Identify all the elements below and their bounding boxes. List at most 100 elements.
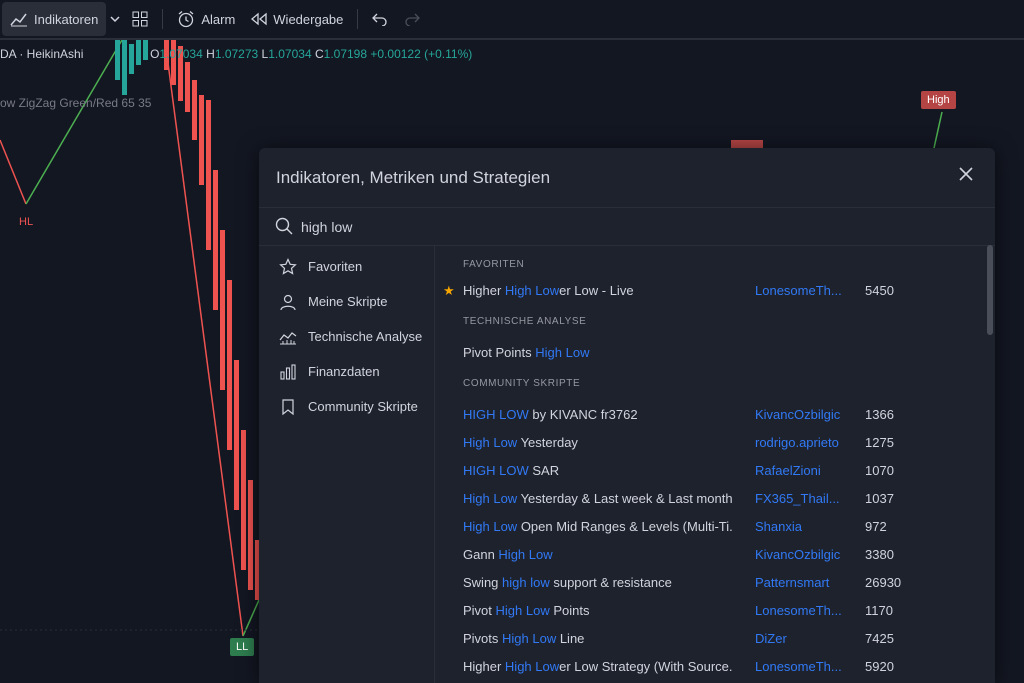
grid-icon (132, 11, 148, 27)
result-name-match: High Low (502, 631, 557, 646)
result-name-prefix: Swing (463, 575, 503, 590)
toolbar-divider (357, 9, 359, 29)
dialog-title: Indikatoren, Metriken und Strategien (276, 168, 551, 187)
result-row[interactable]: Pivot High Low Points LonesomeTh... 1170 (435, 597, 985, 625)
star-icon (279, 257, 297, 275)
result-row[interactable]: HIGH LOW SAR RafaelZioni 1070 (435, 457, 985, 485)
result-row[interactable]: High Low Yesterday & Last week & Last mo… (435, 485, 985, 513)
section-header: TECHNISCHE ANALYSE (463, 316, 587, 327)
alarm-label: Alarm (201, 11, 236, 27)
result-name-prefix: Higher (463, 283, 505, 298)
result-name-suffix: er Low - Live (559, 283, 634, 298)
price-chart[interactable] (0, 40, 1024, 683)
indicators-button[interactable]: Indikatoren (2, 2, 107, 36)
replay-button[interactable]: Wiedergabe (243, 2, 351, 36)
results-list: FAVORITEN ★ Higher High Lower Low - Live… (435, 245, 985, 683)
alarm-button[interactable]: Alarm (169, 2, 243, 36)
sidebar-item-favorites[interactable]: Favoriten (259, 249, 434, 284)
result-row[interactable]: HIGH LOW by KIVANC fr3762 KivancOzbilgic 1… (435, 401, 985, 429)
result-name-match: High Low (463, 491, 518, 506)
result-row[interactable]: Pivots High Low Line DiZer 7425 (435, 625, 985, 653)
favorite-star-icon[interactable]: ★ (443, 283, 455, 298)
result-name-match: HIGH LOW (463, 463, 529, 478)
redo-button[interactable] (396, 2, 428, 36)
result-author[interactable]: DiZer (755, 631, 787, 646)
result-row[interactable]: Gann High Low KivancOzbilgic 3380 (435, 541, 985, 569)
close-button[interactable] (957, 166, 975, 184)
indicator-legend[interactable]: ow ZigZag Green/Red 65 35 (0, 96, 152, 110)
result-count: 1170 (865, 603, 893, 618)
rewind-icon (251, 12, 267, 26)
alarm-clock-icon (178, 11, 194, 28)
sidebar-item-financials[interactable]: Finanzdaten (259, 354, 434, 389)
result-name-match: High Low (504, 283, 560, 298)
result-author[interactable]: LonesomeTh... (755, 283, 842, 298)
open-value: 1.07034 (159, 47, 203, 61)
chevron-down-icon (110, 16, 120, 23)
result-name-prefix: Gann (463, 547, 499, 562)
hl-marker: HL (19, 216, 34, 228)
result-row[interactable]: Swing high low support & resistance Patte… (435, 569, 985, 597)
result-name-match: High Low (535, 345, 590, 360)
result-name-prefix: Pivots (463, 631, 503, 646)
result-count: 26930 (865, 575, 902, 590)
result-name-match: HIGH LOW (463, 407, 529, 422)
result-name-suffix: Yesterday & Last week & Last month (517, 491, 733, 506)
bookmark-icon (282, 398, 294, 415)
result-author[interactable]: rodrigo.aprieto (755, 435, 839, 450)
result-name-prefix: Pivot Points (463, 345, 536, 360)
results-scrollbar[interactable] (985, 245, 995, 683)
result-name-suffix: Line (556, 631, 585, 646)
result-name-suffix: er Low Strategy (With Source... (559, 659, 733, 674)
result-author[interactable]: LonesomeTh... (755, 659, 842, 674)
layouts-button[interactable] (124, 2, 156, 36)
sidebar-item-label: Finanzdaten (308, 364, 380, 379)
result-name-suffix: Points (549, 603, 590, 618)
result-row[interactable]: Higher High Lower Low Strategy (With Sou… (435, 653, 985, 681)
result-name-match: High Low (463, 435, 518, 450)
result-row[interactable]: Pivot Points High Low (435, 339, 985, 367)
scrollbar-thumb[interactable] (987, 245, 993, 335)
indicators-icon (10, 13, 27, 27)
result-count: 1366 (865, 407, 894, 422)
chart-legend: DA · HeikinAshi O1.07034 H1.07273 L1.070… (0, 47, 472, 61)
redo-icon (405, 13, 421, 26)
result-name-suffix: Open Mid Ranges & Levels (Multi-Ti... (517, 519, 733, 534)
search-bar (259, 207, 995, 246)
result-count: 5450 (865, 283, 894, 298)
ll-marker: LL (230, 638, 255, 656)
search-input[interactable] (299, 214, 903, 240)
result-count: 1037 (865, 491, 894, 506)
sidebar-item-label: Meine Skripte (308, 294, 388, 309)
candles (0, 40, 763, 631)
sidebar-item-technical-analysis[interactable]: Technische Analyse (259, 319, 434, 354)
result-author[interactable]: FX365_Thail... (755, 491, 840, 506)
result-author[interactable]: KivancOzbilgic (755, 407, 841, 422)
result-row[interactable]: High Low Yesterday rodrigo.aprieto 1275 (435, 429, 985, 457)
indicators-dialog: Indikatoren, Metriken und Strategien Fav… (259, 148, 995, 683)
result-name-suffix: by KIVANC fr3762 (528, 407, 638, 422)
result-author[interactable]: RafaelZioni (755, 463, 821, 478)
sidebar-item-my-scripts[interactable]: Meine Skripte (259, 284, 434, 319)
result-row[interactable]: ★ Higher High Lower Low - Live LonesomeT… (435, 277, 985, 305)
high-marker: High (921, 91, 956, 109)
result-row[interactable]: High Low Open Mid Ranges & Levels (Multi… (435, 513, 985, 541)
result-author[interactable]: LonesomeTh... (755, 603, 842, 618)
replay-label: Wiedergabe (273, 11, 344, 27)
section-header: FAVORITEN (463, 259, 525, 270)
undo-button[interactable] (364, 2, 396, 36)
result-author[interactable]: Shanxia (755, 519, 802, 534)
result-name-match: High Low (463, 519, 518, 534)
result-author[interactable]: KivancOzbilgic (755, 547, 841, 562)
result-name-match: High Low (504, 659, 560, 674)
result-count: 3380 (865, 547, 894, 562)
result-author[interactable]: Patternsmart (755, 575, 830, 590)
result-count: 972 (865, 519, 887, 534)
high-label: H (206, 47, 215, 61)
open-label: O (150, 47, 160, 61)
category-sidebar: Favoriten Meine Skripte Technische Analy… (259, 245, 435, 683)
sidebar-item-community-scripts[interactable]: Community Skripte (259, 389, 434, 424)
indicators-dropdown-button[interactable] (106, 2, 124, 36)
result-count: 7425 (865, 631, 894, 646)
low-value: 1.07034 (268, 47, 312, 61)
